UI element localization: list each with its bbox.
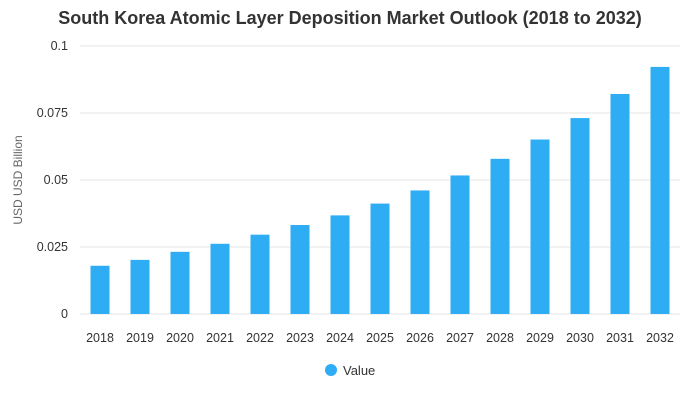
bar-2021[interactable] — [210, 243, 230, 314]
x-tick-label-2030: 2030 — [566, 331, 594, 345]
y-tick-label: 0.025 — [37, 240, 68, 254]
bar-2027[interactable] — [450, 175, 470, 314]
legend-swatch-value — [325, 364, 337, 376]
x-tick-label-2026: 2026 — [406, 331, 434, 345]
bar-2029[interactable] — [530, 139, 550, 314]
chart-title: South Korea Atomic Layer Deposition Mark… — [58, 8, 642, 28]
x-tick-label-2025: 2025 — [366, 331, 394, 345]
y-axis-ticks: 0 0.025 0.05 0.075 0.1 — [37, 39, 68, 321]
bar-2019[interactable] — [130, 259, 150, 314]
x-tick-label-2031: 2031 — [606, 331, 634, 345]
bar-2025[interactable] — [370, 203, 390, 314]
bars — [90, 66, 670, 315]
bar-2020[interactable] — [170, 251, 190, 314]
x-tick-label-2022: 2022 — [246, 331, 274, 345]
legend[interactable]: Value — [325, 363, 375, 378]
x-tick-label-2023: 2023 — [286, 331, 314, 345]
x-axis-ticks: 2018 2019 2020 2021 2022 2023 2024 2025 2026 2027… — [86, 331, 674, 345]
x-tick-label-2027: 2027 — [446, 331, 474, 345]
x-tick-label-2019: 2019 — [126, 331, 154, 345]
bar-2031[interactable] — [610, 93, 630, 314]
x-tick-label-2029: 2029 — [526, 331, 554, 345]
x-tick-label-2021: 2021 — [206, 331, 234, 345]
y-tick-label: 0.1 — [51, 39, 68, 53]
legend-label-value: Value — [343, 363, 375, 378]
x-tick-label-2018: 2018 — [86, 331, 114, 345]
y-tick-label: 0 — [61, 307, 68, 321]
x-tick-label-2028: 2028 — [486, 331, 514, 345]
y-tick-label: 0.075 — [37, 106, 68, 120]
y-tick-label: 0.05 — [44, 173, 68, 187]
bar-2032[interactable] — [650, 66, 670, 315]
bar-2018[interactable] — [90, 265, 110, 314]
x-tick-label-2032: 2032 — [646, 331, 674, 345]
bar-2024[interactable] — [330, 215, 350, 314]
x-tick-label-2020: 2020 — [166, 331, 194, 345]
bar-2026[interactable] — [410, 190, 430, 314]
x-tick-label-2024: 2024 — [326, 331, 354, 345]
bar-2022[interactable] — [250, 234, 270, 314]
bar-2030[interactable] — [570, 118, 590, 314]
bar-2023[interactable] — [290, 225, 310, 314]
y-axis-label: USD USD Billion — [11, 135, 25, 224]
bar-2028[interactable] — [490, 158, 510, 314]
